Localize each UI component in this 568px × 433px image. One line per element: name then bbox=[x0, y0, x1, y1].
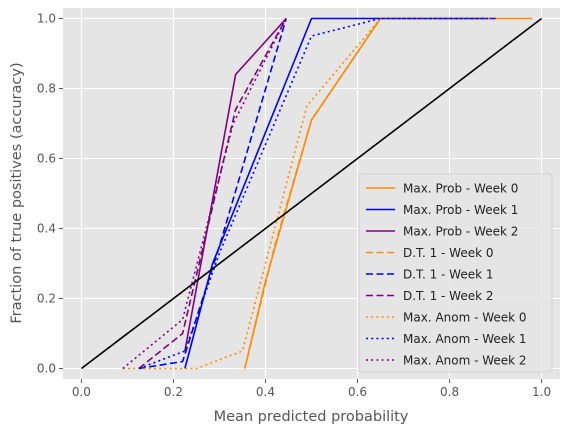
y-axis-label: Fraction of true positives (accuracy) bbox=[9, 62, 25, 323]
legend-label: Max. Anom - Week 0 bbox=[403, 311, 527, 325]
series-line bbox=[244, 18, 382, 369]
legend-label: Max. Prob - Week 0 bbox=[403, 182, 518, 196]
x-tick-label: 1.0 bbox=[532, 385, 551, 399]
y-axis-ticks: 0.0 0.2 0.4 0.6 0.8 1.0 bbox=[37, 12, 63, 376]
series-lines bbox=[80, 17, 543, 370]
y-tick-label: 0.4 bbox=[37, 222, 56, 236]
series-line bbox=[138, 18, 287, 370]
series-line bbox=[138, 17, 487, 370]
series-line bbox=[138, 18, 287, 370]
y-tick-label: 0.8 bbox=[37, 82, 56, 96]
y-tick-label: 0.2 bbox=[37, 292, 56, 306]
x-tick-label: 0.2 bbox=[164, 385, 183, 399]
x-tick-label: 0.0 bbox=[72, 385, 91, 399]
legend-label: D.T. 1 - Week 1 bbox=[403, 268, 494, 282]
legend-label: D.T. 1 - Week 2 bbox=[403, 289, 494, 303]
series-line bbox=[122, 18, 287, 370]
y-tick-label: 0.6 bbox=[37, 152, 56, 166]
x-tick-label: 0.8 bbox=[440, 385, 459, 399]
series-line bbox=[184, 17, 287, 352]
legend: Max. Prob - Week 0 Max. Prob - Week 1 Max.… bbox=[358, 173, 553, 373]
legend-label: D.T. 1 - Week 0 bbox=[403, 246, 494, 260]
y-tick-label: 1.0 bbox=[37, 12, 56, 26]
x-axis-ticks: 0.0 0.2 0.4 0.6 0.8 1.0 bbox=[72, 379, 551, 399]
legend-label: Max. Anom - Week 1 bbox=[403, 332, 527, 346]
grid bbox=[63, 8, 560, 379]
series-line bbox=[184, 17, 496, 369]
x-axis-label: Mean predicted probability bbox=[214, 409, 409, 425]
perfect-calibration-line bbox=[80, 17, 543, 370]
y-tick-label: 0.0 bbox=[37, 362, 56, 376]
legend-label: Max. Prob - Week 1 bbox=[403, 203, 518, 217]
legend-label: Max. Prob - Week 2 bbox=[403, 225, 518, 239]
x-tick-label: 0.6 bbox=[348, 385, 367, 399]
x-tick-label: 0.4 bbox=[256, 385, 275, 399]
legend-box bbox=[358, 173, 553, 373]
legend-label: Max. Anom - Week 2 bbox=[403, 354, 527, 368]
